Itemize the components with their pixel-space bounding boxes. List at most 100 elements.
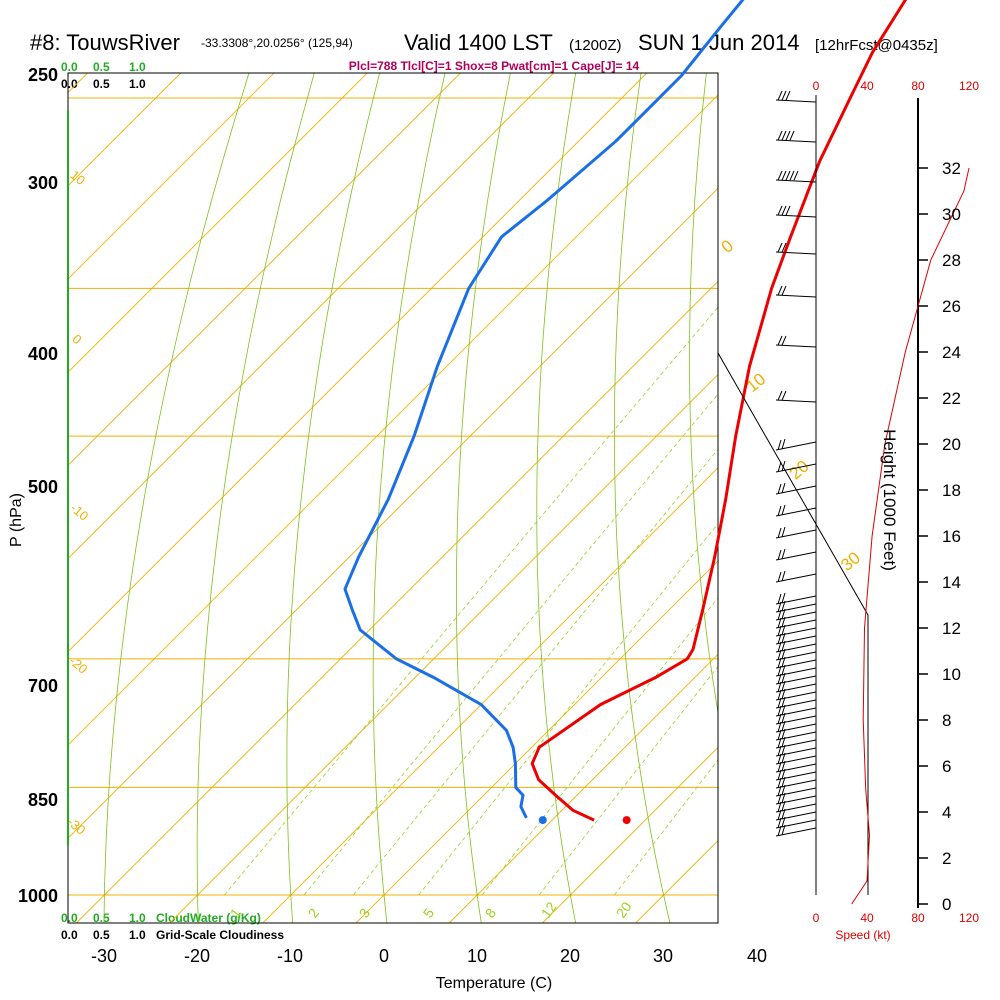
mixing-ratio-8 [481,597,718,896]
dry-adiabat-10 [455,73,511,923]
isotherm--20 [168,373,718,923]
mixing-ratio-2 [303,393,718,896]
wind-barb [775,632,817,645]
wind-barb-feather [789,130,795,141]
wind-barb [775,720,817,733]
wind-barb-staff [775,179,817,183]
speed-tick-top-40: 40 [860,79,874,93]
wind-barb [775,390,817,403]
wind-barb-staff [775,573,817,583]
height-tick-16: 16 [942,527,961,546]
wind-barb-staff [775,683,817,693]
wind-barb-staff [775,441,817,451]
wind-barb-staff [775,707,817,717]
isotherm-10 [448,653,718,923]
wind-barb [775,680,817,693]
wind-barb-staff [775,214,817,218]
wind-barb [775,170,817,183]
height-tick-32: 32 [942,159,961,178]
wind-barb [775,130,817,143]
wind-barb [775,760,817,773]
wind-barb-staff [775,819,817,829]
wind-barb-staff [775,739,817,749]
speed-tick-bottom-120: 120 [959,911,979,925]
wind-barb [775,712,817,725]
valid-date: SUN 1 Jun 2014 [638,30,799,55]
wind-barb [775,600,817,613]
wind-barb [775,640,817,653]
mixing-ratio-3 [353,448,718,896]
isotherm--40 [68,187,718,839]
height-tick-10: 10 [942,665,961,684]
isotherm-label-30-right: 30 [837,548,864,575]
ytick-850: 850 [28,790,58,810]
isotherm--100 [68,73,275,280]
wind-barb [775,736,817,749]
dewpoint-profile [343,0,745,819]
isotherm--70 [68,73,555,560]
wind-barb [775,696,817,709]
cloudiness-label: Grid-Scale Cloudiness [156,928,284,942]
wind-barb-feather [793,170,799,181]
dry-adiabat-0 [372,73,446,923]
wind-barb-feather [777,697,782,709]
wind-barb-staff [775,635,817,645]
plot-frame [67,72,719,924]
wind-barb-feather [781,648,786,660]
wind-barb-feather [777,657,782,669]
wind-barb-staff [775,507,817,517]
cloudiness-tick-bottom-2: 1.0 [129,928,146,942]
wind-barb-feather [777,785,782,797]
wind-barb-feather [781,632,786,644]
wind-barb-staff [775,691,817,701]
isotherm--10 [262,467,718,923]
wind-barb-feather [781,776,786,788]
ytick-1000: 1000 [18,886,58,906]
cloudwater-tick-bottom-1: 0.5 [93,911,110,925]
wind-barb-staff [775,611,817,621]
wind-barb-staff [775,643,817,653]
wind-barb-feather [781,608,786,620]
wind-barb-feather [781,335,787,346]
wind-barb [775,624,817,637]
wind-barb-feather [777,505,782,517]
x-axis-label: Temperature (C) [436,975,552,992]
wind-barb-feather [777,753,782,765]
mixing-label-5: 5 [420,905,438,921]
wind-barb [775,648,817,661]
xtick-0: 0 [379,946,389,966]
wind-barb-feather [781,768,786,780]
wind-barb-feather [777,689,782,701]
wind-barb-feather [781,170,787,181]
wind-barb-staff [775,551,817,561]
mixing-ratio-20 [614,759,718,896]
wind-barb-staff [775,827,817,837]
cloudiness-tick-top-0: 0.0 [61,77,78,91]
wind-barb-feather [777,801,782,813]
wind-barb-staff [775,529,817,539]
height-tick-26: 26 [942,297,961,316]
xtick-n10: -10 [277,946,303,966]
speed-tick-top-0: 0 [813,79,820,93]
utc-time: (1200Z) [569,37,622,54]
height-tick-28: 28 [942,251,961,270]
wind-barb-feather [785,205,791,216]
wind-barb-feather [789,170,795,181]
height-tick-8: 8 [942,711,951,730]
wind-barb-feather [777,761,782,773]
speed-axis-label: Speed (kt) [835,928,890,942]
wind-barb-feather [777,769,782,781]
stability-indices: Plcl=788 Tlcl[C]=1 Shox=8 Pwat[cm]=1 Cap… [349,59,640,73]
wind-barb-feather [785,90,791,101]
wind-barb-staff [775,723,817,733]
wind-barb-feather [777,461,782,473]
wind-barb [775,744,817,757]
wind-barb-feather [777,483,782,495]
wind-barb-staff [775,603,817,613]
height-axis-label: Height (1000 Feet) [880,429,899,571]
wind-barb-feather [781,672,786,684]
y-axis-label: P (hPa) [8,493,25,547]
station-coords: -33.3308°,20.0256° (125,94) [201,36,353,50]
wind-barb-feather [777,601,782,613]
